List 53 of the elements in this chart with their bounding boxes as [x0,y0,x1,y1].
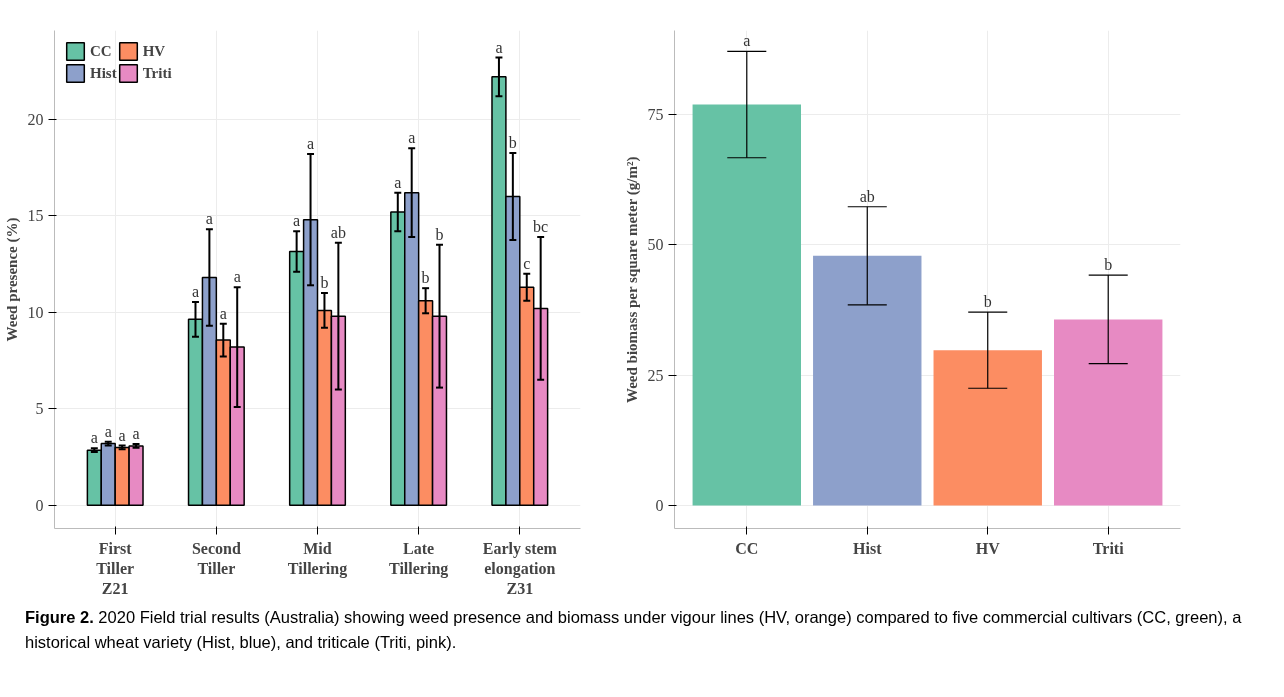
bar [933,350,1042,506]
legend-label: Triti [142,64,172,82]
y-tick-label: 50 [647,236,664,254]
annotation: a [743,32,751,50]
annotation: bc [533,218,549,236]
y-tick-label: 20 [27,110,44,128]
annotation: a [306,135,315,153]
x-tick-label: Hist [853,539,883,557]
bar [813,255,922,506]
y-axis-title: Weed presence (%) [3,217,21,342]
x-tick-label: Mid Tillering [287,539,348,578]
annotation: a [408,129,416,147]
annotation: a [132,424,140,442]
annotation: a [118,426,126,444]
annotation: ab [330,223,346,241]
annotation: a [394,173,402,191]
annotation: b [983,293,992,311]
annotation: b [421,269,430,287]
bar [1054,319,1163,506]
annotation: a [293,212,301,230]
y-tick-label: 10 [27,303,44,321]
annotation: b [508,134,517,152]
y-tick-label: 0 [35,496,44,514]
y-tick-label: 0 [655,497,664,515]
y-tick-label: 75 [647,105,664,123]
annotation: a [205,210,213,228]
annotation: b [435,225,444,243]
x-tick-label: Early stem elongation Z31 [482,539,558,598]
legend-label: HV [142,42,166,60]
annotation: a [191,282,200,300]
x-tick-label: Late Tillering [389,539,449,578]
x-tick-label: First Tiller Z21 [96,539,135,598]
x-tick-label: Triti [1092,539,1125,557]
legend-label: CC [90,42,112,60]
x-tick-label: CC [735,539,759,557]
annotation: ab [859,187,875,205]
y-tick-label: 5 [35,400,44,418]
annotation: a [90,429,98,447]
annotation: c [523,254,531,272]
data-label: a [495,38,503,56]
y-axis-title: Weed biomass per square meter (g/m²) [623,156,641,404]
y-tick-label: 25 [647,366,664,384]
annotation: a [233,268,241,286]
annotation: a [104,422,112,440]
annotation: b [320,274,329,292]
caption: Figure 2. 2020 Field trial results (Australia) showing weed presence and biomass under vigour lines (HV, orange) compared to five commercial cultivars (CC, green), a historical wheat variety (Hist, blue), and triticale (Triti, pink). [24,607,1243,653]
legend-label: Hist [90,64,117,82]
annotation: b [1104,256,1113,274]
y-tick-label: 15 [27,207,44,225]
annotation: a [219,304,227,322]
x-tick-label: HV [975,539,1001,557]
x-tick-label: Second Tiller [191,539,241,577]
bar [692,104,801,506]
